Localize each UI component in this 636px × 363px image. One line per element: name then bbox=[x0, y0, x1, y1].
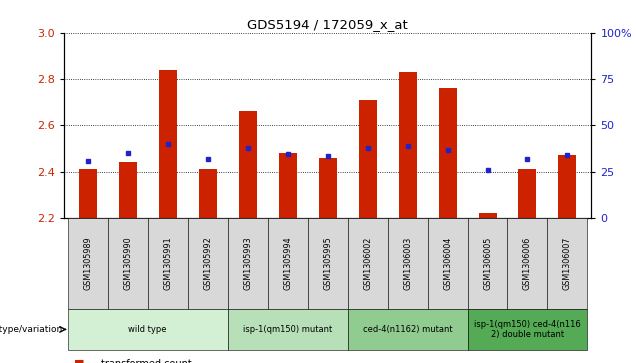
Bar bbox=[238, 111, 256, 218]
Bar bbox=[198, 169, 217, 218]
Text: GSM1305995: GSM1305995 bbox=[323, 236, 332, 290]
Text: transformed count: transformed count bbox=[100, 359, 191, 363]
Bar bbox=[347, 218, 387, 309]
Bar bbox=[118, 162, 137, 218]
Bar bbox=[548, 218, 588, 309]
Bar bbox=[308, 218, 347, 309]
Text: GSM1305989: GSM1305989 bbox=[83, 236, 92, 290]
Text: GSM1306002: GSM1306002 bbox=[363, 236, 372, 290]
Bar bbox=[438, 88, 457, 218]
Bar bbox=[268, 218, 308, 309]
Bar bbox=[467, 218, 508, 309]
Text: GSM1305992: GSM1305992 bbox=[203, 236, 212, 290]
Bar bbox=[399, 72, 417, 218]
Text: isp-1(qm150) ced-4(n116
2) double mutant: isp-1(qm150) ced-4(n116 2) double mutant bbox=[474, 320, 581, 339]
Text: GSM1305991: GSM1305991 bbox=[163, 236, 172, 290]
Bar bbox=[508, 218, 548, 309]
Bar bbox=[387, 218, 427, 309]
Text: GSM1305994: GSM1305994 bbox=[283, 236, 292, 290]
Text: GSM1306007: GSM1306007 bbox=[563, 236, 572, 290]
Text: ced-4(n1162) mutant: ced-4(n1162) mutant bbox=[363, 325, 452, 334]
Bar bbox=[347, 309, 467, 350]
Title: GDS5194 / 172059_x_at: GDS5194 / 172059_x_at bbox=[247, 19, 408, 32]
Bar bbox=[79, 169, 97, 218]
Text: GSM1305990: GSM1305990 bbox=[123, 236, 132, 290]
Bar bbox=[427, 218, 467, 309]
Bar bbox=[467, 309, 588, 350]
Text: GSM1305993: GSM1305993 bbox=[243, 236, 252, 290]
Text: GSM1306005: GSM1306005 bbox=[483, 236, 492, 290]
Bar bbox=[158, 70, 177, 218]
Bar bbox=[518, 169, 537, 218]
Bar bbox=[148, 218, 188, 309]
Bar bbox=[558, 155, 576, 218]
Text: GSM1306006: GSM1306006 bbox=[523, 237, 532, 290]
Bar bbox=[228, 309, 347, 350]
Bar bbox=[478, 213, 497, 218]
Bar bbox=[107, 218, 148, 309]
Text: isp-1(qm150) mutant: isp-1(qm150) mutant bbox=[243, 325, 332, 334]
Text: genotype/variation: genotype/variation bbox=[0, 325, 63, 334]
Text: GSM1306004: GSM1306004 bbox=[443, 237, 452, 290]
Bar bbox=[188, 218, 228, 309]
Text: GSM1306003: GSM1306003 bbox=[403, 237, 412, 290]
Bar bbox=[228, 218, 268, 309]
Bar bbox=[67, 218, 107, 309]
Bar bbox=[279, 153, 296, 218]
Text: ■: ■ bbox=[74, 359, 85, 363]
Bar bbox=[319, 158, 336, 218]
Bar bbox=[359, 100, 377, 218]
Bar bbox=[67, 309, 228, 350]
Text: wild type: wild type bbox=[128, 325, 167, 334]
